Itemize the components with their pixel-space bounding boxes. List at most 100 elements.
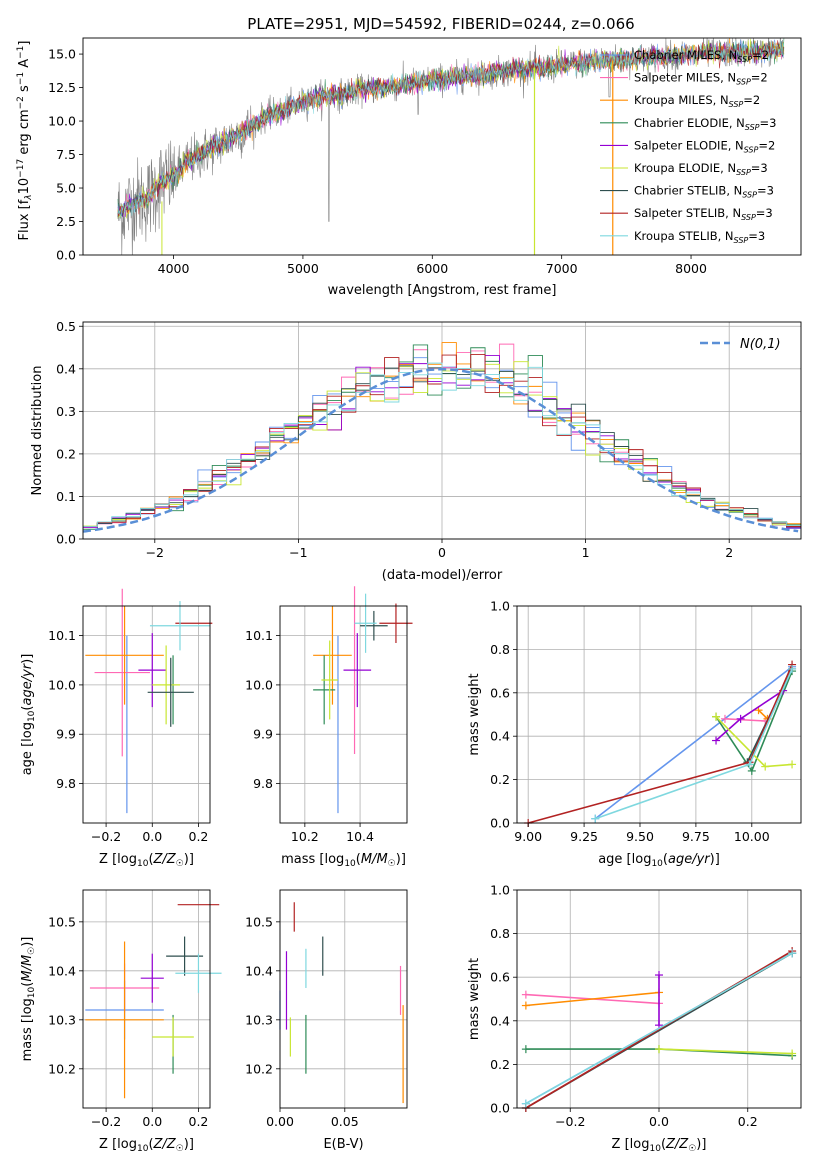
x-tick-label: 1: [582, 545, 590, 560]
y-tick-label: 0.3: [56, 404, 76, 419]
x-axis-label: age [log10(age/yr)]: [598, 852, 720, 869]
x-axis-label: mass [log10(M/M☉)]: [281, 852, 406, 869]
figure-title: PLATE=2951, MJD=54592, FIBERID=0244, z=0…: [247, 15, 634, 33]
plus-marker: [761, 762, 770, 771]
x-axis-label: Z [log10(Z/Z☉)]: [612, 1137, 707, 1154]
y-tick-label: 0.8: [490, 926, 510, 941]
mass-vs-metallicity-panel: −0.2 0.0 0.2 10.2 10.3 10.4 10.5 Z [log10(Z/Z☉)…: [20, 889, 222, 1154]
legend-label: Kroupa STELIB, NSSP=3: [634, 229, 765, 245]
spectrum-legend: Chabrier MILES, NSSP=2 Salpeter MILES, NS…: [600, 48, 776, 245]
y-tick-label: 0.6: [490, 970, 510, 985]
x-tick-label: 8000: [675, 261, 707, 276]
model-spectrum: [117, 40, 785, 217]
plus-marker: [591, 814, 600, 823]
errorbar-point: [313, 606, 352, 705]
y-axis-label: age [log10(age/yr)]: [20, 654, 37, 776]
weight-line: [525, 991, 660, 1007]
y-tick-label: 0.1: [56, 489, 76, 504]
x-tick-label: 9.75: [682, 829, 710, 844]
mass-vs-ebv-panel: 0.00 0.05 10.2 10.3 10.4 10.5 E(B-V): [245, 889, 408, 1152]
y-tick-label: 10.5: [245, 914, 273, 929]
errorbar-point: [166, 936, 204, 976]
plus-marker: [655, 971, 663, 980]
x-tick-label: 0.0: [142, 829, 162, 844]
y-axis-label: mass weight: [467, 673, 482, 755]
y-tick-label: 0.4: [56, 361, 76, 376]
errorbar-point: [313, 655, 336, 725]
y-tick-label: 0.4: [490, 729, 510, 744]
plus-marker: [788, 949, 797, 958]
legend-label: Kroupa ELODIE, NSSP=3: [634, 161, 768, 177]
errorbar-point: [321, 640, 338, 720]
weight-line: [658, 1048, 793, 1055]
y-tick-label: 10.2: [48, 1061, 76, 1076]
y-tick-label: 10.4: [48, 963, 76, 978]
plus-marker: [747, 766, 756, 775]
errorbar-point: [138, 633, 167, 708]
x-tick-label: 9.25: [570, 829, 598, 844]
legend-label: Kroupa MILES, NSSP=2: [634, 93, 760, 109]
legend-label: Salpeter ELODIE, NSSP=2: [634, 138, 775, 154]
x-axis-label: (data-model)/error: [382, 568, 503, 583]
x-tick-label: −0.2: [555, 1114, 585, 1129]
x-axis-label: Z [log10(Z/Z☉)]: [99, 1137, 194, 1154]
errorbar-point: [343, 633, 372, 708]
x-tick-label: 7000: [546, 261, 578, 276]
x-tick-label: 4000: [158, 261, 190, 276]
y-tick-label: 10.5: [48, 914, 76, 929]
x-tick-label: 10.2: [291, 829, 319, 844]
plus-marker: [521, 1001, 530, 1010]
plus-marker: [712, 736, 721, 745]
y-tick-label: 10.3: [245, 1012, 273, 1027]
axes-frame: [516, 605, 802, 824]
x-tick-label: 9.50: [626, 829, 654, 844]
plus-marker: [788, 1049, 797, 1058]
errorbar-point: [149, 601, 210, 651]
y-axis-label: Flux [fλ10−17 erg cm−2 s−1 A−1]: [16, 41, 34, 241]
y-tick-label: 0.4: [490, 1013, 510, 1028]
weight-line: [525, 952, 793, 1105]
y-tick-label: 10.2: [245, 1061, 273, 1076]
weight-line: [724, 718, 766, 722]
weight-vs-age-panel: 9.00 9.25 9.50 9.75 10.00 0.0 0.2 0.4 0.6 0.8 1.0 a…: [467, 599, 802, 869]
legend-label: Salpeter MILES, NSSP=2: [634, 71, 768, 87]
normal-curve: [83, 368, 799, 533]
x-tick-label: 5000: [287, 261, 319, 276]
axes-frame: [279, 889, 408, 1109]
age-vs-mass-panel: 10.2 10.4 9.8 9.9 10.0 10.1 mass [log10(M/M☉)]: [245, 586, 413, 869]
y-tick-label: 0.0: [56, 248, 76, 263]
legend-label: N(0,1): [740, 337, 781, 352]
errorbar-point: [85, 941, 164, 1099]
axes-frame: [82, 37, 802, 256]
x-tick-label: 0.0: [649, 1114, 669, 1129]
y-tick-label: 0.0: [56, 532, 76, 547]
y-tick-label: 0.0: [490, 816, 510, 831]
x-tick-label: 0.05: [331, 1114, 359, 1129]
residuals-panel: −2 −1 0 1 2 0.0 0.1 0.2 0.3 0.4 0.5 N(0,1) (data-mod…: [30, 319, 802, 583]
errorbar-point: [152, 645, 180, 725]
plus-marker: [655, 1045, 663, 1054]
legend-label: Chabrier MILES, NSSP=2: [634, 48, 769, 64]
y-tick-label: 9.8: [253, 776, 273, 791]
y-tick-label: 1.0: [490, 883, 510, 898]
errorbar-point: [354, 593, 377, 653]
y-tick-label: 10.4: [245, 963, 273, 978]
y-tick-label: 7.5: [56, 147, 76, 162]
errorbar-point: [175, 953, 222, 993]
y-tick-label: 15.0: [48, 47, 76, 62]
x-tick-label: −0.2: [91, 1114, 121, 1129]
weight-line: [594, 666, 793, 820]
x-tick-label: 2: [725, 545, 733, 560]
axes-frame: [82, 605, 211, 824]
x-tick-label: −0.2: [91, 829, 121, 844]
plus-marker: [736, 714, 745, 723]
x-tick-label: 0.2: [738, 1114, 758, 1129]
x-tick-label: 10.4: [346, 829, 374, 844]
plus-marker: [720, 714, 729, 723]
histogram-step: [83, 362, 801, 539]
x-tick-label: −2: [146, 545, 164, 560]
plus-marker: [788, 664, 797, 673]
legend-label: Chabrier ELODIE, NSSP=3: [634, 116, 776, 132]
y-tick-label: 1.0: [490, 599, 510, 614]
